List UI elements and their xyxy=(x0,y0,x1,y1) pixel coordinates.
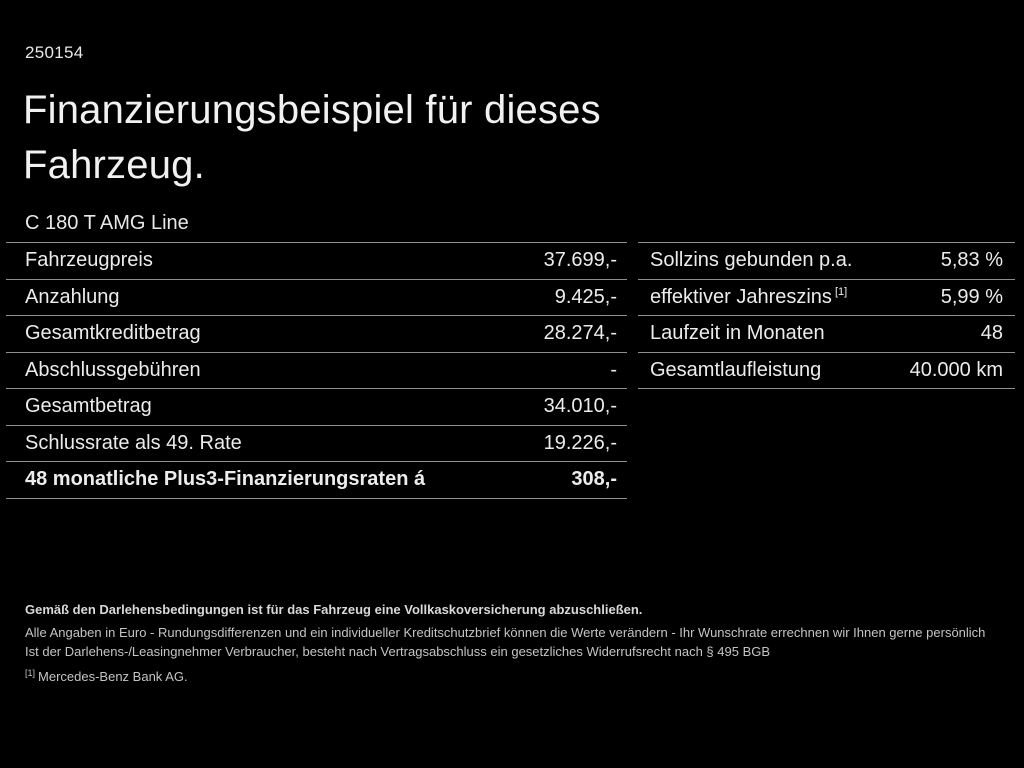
disclaimer-line: Alle Angaben in Euro - Rundungsdifferenz… xyxy=(25,625,986,640)
document-number: 250154 xyxy=(25,43,84,62)
row-value: 308,- xyxy=(571,468,617,491)
row-value: 19.226,- xyxy=(543,431,617,454)
row-value: 34.010,- xyxy=(543,395,617,418)
row-value: 37.699,- xyxy=(543,249,617,272)
financing-details-table: Fahrzeugpreis 37.699,- Anzahlung 9.425,-… xyxy=(6,242,627,499)
table-row-schlussrate: Schlussrate als 49. Rate 19.226,- xyxy=(6,424,627,462)
legal-footer: Gemäß den Darlehensbedingungen ist für d… xyxy=(25,602,1004,684)
row-label: Anzahlung xyxy=(25,285,120,308)
row-value: 40.000 km xyxy=(909,358,1003,381)
row-label: effektiver Jahreszins [1] xyxy=(638,286,847,309)
footnote-marker: [1] xyxy=(834,286,848,299)
row-label: Abschlussgebühren xyxy=(25,358,201,381)
table-row-gesamtbetrag: Gesamtbetrag 34.010,- xyxy=(6,388,627,425)
footnote-marker: [1] xyxy=(25,669,36,678)
row-label: Gesamtkreditbetrag xyxy=(25,322,201,345)
insurance-note: Gemäß den Darlehensbedingungen ist für d… xyxy=(25,602,643,617)
row-value: 5,83 % xyxy=(940,249,1003,272)
row-value: 48 xyxy=(980,322,1003,345)
vehicle-model: C 180 T AMG Line xyxy=(25,212,189,234)
table-row-anzahlung: Anzahlung 9.425,- xyxy=(6,278,627,316)
table-row-effektiver-jahreszins: effektiver Jahreszins [1] 5,99 % xyxy=(638,278,1015,316)
table-row-gesamtlaufleistung: Gesamtlaufleistung 40.000 km xyxy=(638,351,1015,389)
row-label: 48 monatliche Plus3-Finanzierungsraten á xyxy=(25,468,426,491)
conditions-table: Sollzins gebunden p.a. 5,83 % effektiver… xyxy=(638,242,1015,389)
table-row-laufzeit: Laufzeit in Monaten 48 xyxy=(638,315,1015,352)
row-value: 28.274,- xyxy=(543,322,617,345)
row-value: 5,99 % xyxy=(940,285,1003,308)
table-row-monatsrate: 48 monatliche Plus3-Finanzierungsraten á… xyxy=(6,461,627,499)
row-label-text: effektiver Jahreszins xyxy=(650,285,832,308)
footnote: [1] Mercedes-Benz Bank AG. xyxy=(25,669,1004,684)
withdrawal-note: Ist der Darlehens-/Leasingnehmer Verbrau… xyxy=(25,644,771,659)
row-label: Schlussrate als 49. Rate xyxy=(25,431,242,454)
page-title: Finanzierungsbeispiel für dieses Fahrzeu… xyxy=(23,88,601,187)
table-row-gesamtkreditbetrag: Gesamtkreditbetrag 28.274,- xyxy=(6,315,627,352)
row-value: - xyxy=(610,358,617,381)
table-row-sollzins: Sollzins gebunden p.a. 5,83 % xyxy=(638,242,1015,279)
row-value: 9.425,- xyxy=(554,285,617,308)
row-label: Gesamtlaufleistung xyxy=(650,358,822,381)
row-label: Gesamtbetrag xyxy=(25,395,152,418)
table-row-abschlussgebuehren: Abschlussgebühren - xyxy=(6,351,627,389)
table-row-fahrzeugpreis: Fahrzeugpreis 37.699,- xyxy=(6,242,627,279)
row-label: Laufzeit in Monaten xyxy=(650,322,825,345)
row-label: Fahrzeugpreis xyxy=(25,249,153,272)
row-label: Sollzins gebunden p.a. xyxy=(650,249,853,272)
footnote-text: Mercedes-Benz Bank AG. xyxy=(38,669,188,684)
